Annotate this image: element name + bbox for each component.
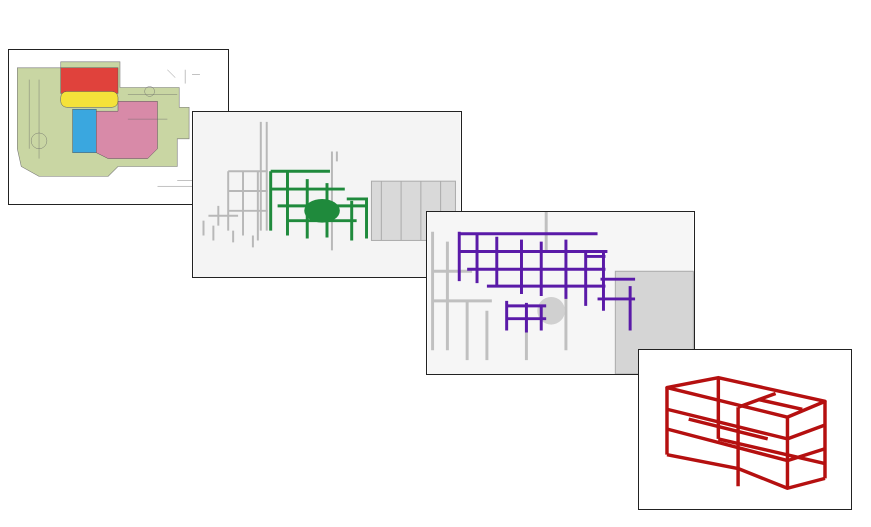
purple-structure <box>457 231 636 333</box>
red-steel-frame <box>665 375 827 490</box>
steel-frame-red-image <box>638 349 852 510</box>
steel-frame-red-render <box>639 350 851 509</box>
site-plan-image <box>8 49 229 205</box>
gray-structure <box>431 212 568 361</box>
site-plan-drawing <box>9 50 228 204</box>
site-plan-red-zone <box>60 67 119 94</box>
plant-model-green-render <box>193 112 461 277</box>
site-plan-pink-zone <box>96 101 158 159</box>
site-plan-yellow-zone <box>60 91 119 108</box>
gray-structure <box>202 121 338 251</box>
plant-model-green-image <box>192 111 462 278</box>
green-vessel <box>304 198 340 223</box>
site-plan-blue-zone <box>72 108 97 153</box>
plant-model-purple-image <box>426 211 695 375</box>
